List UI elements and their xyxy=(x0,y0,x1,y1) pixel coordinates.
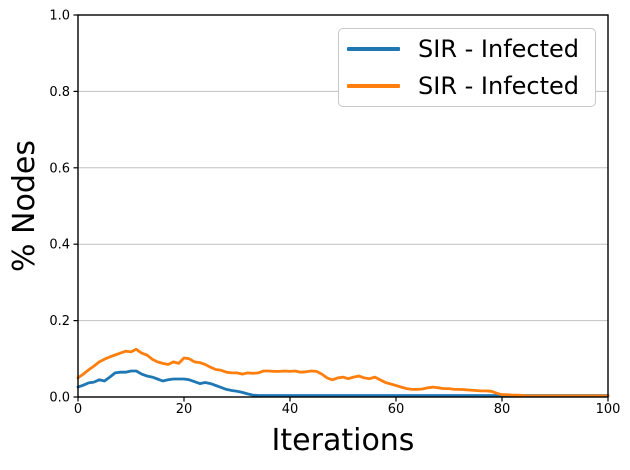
legend-entry: SIR - Infected xyxy=(339,70,595,103)
x-tick-label: 100 xyxy=(596,402,621,417)
legend-entry: SIR - Infected xyxy=(339,33,595,66)
series-line-0 xyxy=(76,369,610,397)
x-tick-label: 40 xyxy=(282,402,299,417)
y-tick-label: 0.6 xyxy=(49,161,70,176)
legend-label: SIR - Infected xyxy=(418,72,580,100)
x-tick-label: 0 xyxy=(74,402,82,417)
legend: SIR - Infected SIR - Infected xyxy=(338,28,596,107)
y-tick-label: 0.0 xyxy=(49,391,70,406)
y-tick-label: 0.4 xyxy=(49,238,70,253)
x-tick-label: 20 xyxy=(176,402,193,417)
y-tick-label: 1.0 xyxy=(49,9,70,24)
x-tick-label: 60 xyxy=(388,402,405,417)
plot-border xyxy=(77,14,609,398)
y-tick-label: 0.8 xyxy=(49,85,70,100)
legend-label: SIR - Infected xyxy=(418,35,580,63)
x-tick-label: 80 xyxy=(494,402,511,417)
legend-line-swatch-orange xyxy=(347,84,400,88)
x-axis-label: Iterations xyxy=(271,423,415,458)
y-tick-label: 0.2 xyxy=(49,314,70,329)
y-axis-label: % Nodes xyxy=(7,140,42,272)
series-line-1 xyxy=(76,347,610,398)
legend-line-swatch-blue xyxy=(347,47,400,51)
